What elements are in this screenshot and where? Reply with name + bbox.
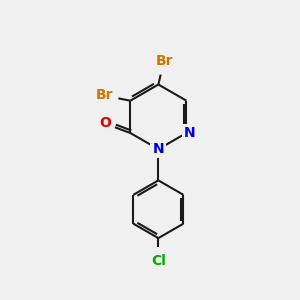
Text: O: O [100,116,112,130]
Text: N: N [184,126,196,140]
Text: Br: Br [156,54,174,68]
Text: Br: Br [96,88,114,102]
Text: Cl: Cl [151,254,166,268]
Text: N: N [153,142,164,156]
